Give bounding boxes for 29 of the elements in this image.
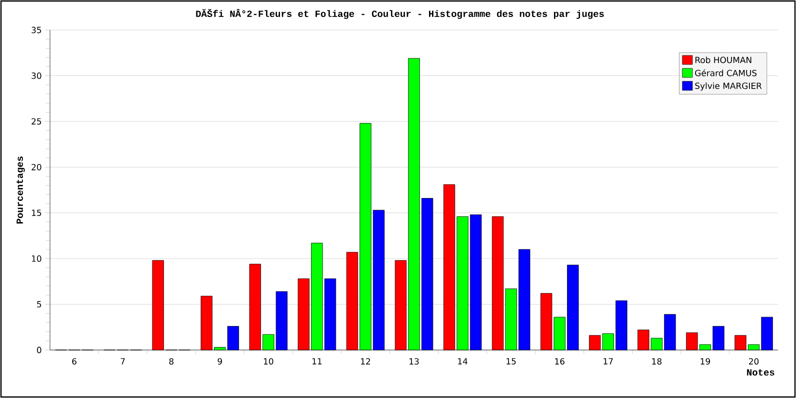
y-axis-title: Pourcentages — [16, 156, 25, 224]
x-tick-label: 6 — [72, 358, 76, 365]
x-tick-label: 20 — [748, 358, 759, 365]
legend-label: Sylvie MARGIER — [695, 82, 762, 91]
y-tick-label: 30 — [32, 72, 42, 79]
x-tick-label: 18 — [652, 358, 662, 365]
y-tick-label: 5 — [37, 301, 42, 308]
y-tick-label: 35 — [32, 26, 42, 34]
y-tick-label: 0 — [36, 346, 42, 354]
x-tick-label: 13 — [410, 358, 419, 365]
x-tick-label: 14 — [458, 358, 468, 364]
x-tick-label: 8 — [169, 358, 174, 365]
legend-label: Rob HOUMAN — [695, 56, 752, 64]
x-tick-label: 16 — [555, 358, 564, 365]
legend-label: Gérard CAMUS — [695, 69, 757, 76]
x-tick-label: 19 — [700, 358, 710, 365]
x-tick-label: 7 — [120, 358, 125, 364]
chart-title: DĂŠfi NÂ°2-Fleurs et Foliage - Couleur - Histogramme des notes par juges — [196, 9, 604, 19]
x-tick-label: 12 — [361, 358, 370, 364]
x-tick-label: 11 — [312, 358, 322, 364]
x-tick-label: 15 — [506, 358, 516, 364]
y-tick-label: 15 — [32, 210, 42, 216]
y-tick-label: 25 — [32, 118, 42, 125]
y-tick-label: 10 — [32, 255, 42, 262]
x-tick-label: 9 — [218, 358, 222, 365]
x-tick-label: 10 — [264, 358, 274, 365]
x-axis-title: Notes — [747, 369, 774, 376]
x-tick-label: 17 — [604, 358, 613, 364]
y-tick-label: 20 — [32, 164, 42, 170]
